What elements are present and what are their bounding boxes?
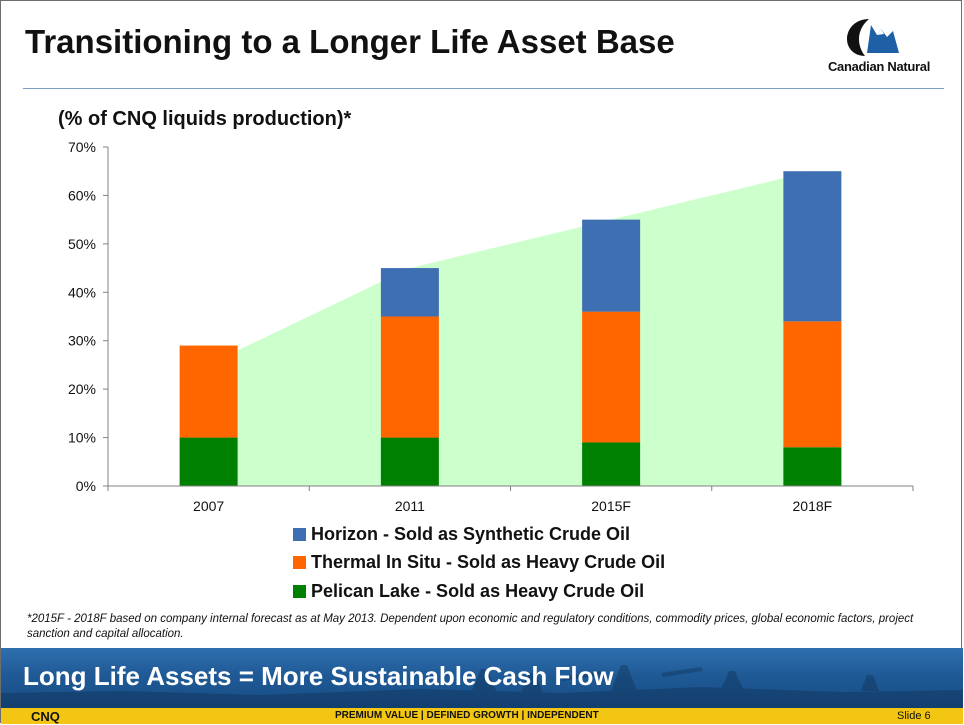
bar-segment bbox=[380, 437, 439, 486]
logo-icon bbox=[847, 19, 899, 56]
slide-number: Slide 6 bbox=[897, 710, 931, 722]
y-tick-label: 30% bbox=[68, 333, 96, 349]
y-tick-label: 70% bbox=[68, 139, 96, 155]
y-tick-label: 20% bbox=[68, 381, 96, 397]
legend-label: Thermal In Situ - Sold as Heavy Crude Oi… bbox=[311, 552, 666, 573]
growth-area bbox=[237, 171, 842, 486]
bar-segment bbox=[380, 316, 439, 438]
bar-segment bbox=[582, 311, 641, 443]
bar-segment bbox=[380, 268, 439, 317]
legend-item: Pelican Lake - Sold as Heavy Crude Oil bbox=[293, 577, 665, 606]
footer-ticker: CNQ bbox=[31, 709, 60, 724]
footnote: *2015F - 2018F based on company internal… bbox=[27, 613, 914, 640]
bar-segment bbox=[582, 442, 641, 486]
bar-segment bbox=[179, 437, 238, 486]
y-tick-label: 0% bbox=[76, 478, 96, 494]
legend-label: Pelican Lake - Sold as Heavy Crude Oil bbox=[311, 580, 645, 601]
chart-title: (% of CNQ liquids production)* bbox=[58, 108, 352, 130]
x-tick-label: 2015F bbox=[591, 498, 631, 514]
company-logo: Canadian Natural bbox=[811, 13, 951, 78]
logo-text: Canadian Natural bbox=[827, 59, 931, 74]
banner: Long Life Assets = More Sustainable Cash… bbox=[1, 648, 963, 708]
legend-item: Horizon - Sold as Synthetic Crude Oil bbox=[293, 520, 665, 549]
title-divider bbox=[23, 88, 944, 89]
legend-swatch bbox=[293, 556, 306, 570]
bar-segment bbox=[783, 321, 842, 448]
bar-segment bbox=[179, 345, 238, 438]
x-tick-label: 2007 bbox=[193, 498, 224, 514]
bar-segment bbox=[783, 447, 842, 486]
footer-tagline: PREMIUM VALUE | DEFINED GROWTH | INDEPEN… bbox=[335, 710, 599, 721]
x-tick-label: 2011 bbox=[395, 498, 425, 514]
banner-text: Long Life Assets = More Sustainable Cash… bbox=[23, 661, 614, 691]
chart-legend: Horizon - Sold as Synthetic Crude Oil The… bbox=[293, 520, 665, 606]
y-tick-label: 10% bbox=[68, 430, 96, 446]
y-tick-label: 50% bbox=[68, 236, 96, 252]
oilfield-silhouette bbox=[1, 665, 963, 708]
slide-title: Transitioning to a Longer Life Asset Bas… bbox=[25, 23, 675, 60]
legend-label: Horizon - Sold as Synthetic Crude Oil bbox=[311, 523, 631, 544]
footer-bar: CNQ PREMIUM VALUE | DEFINED GROWTH | IND… bbox=[1, 708, 963, 724]
bar-chart: 0% 10% 20% 30% 40% 50% 60% 70% 2007 2011 2015F 2018… bbox=[68, 139, 914, 514]
y-tick-label: 40% bbox=[68, 284, 96, 300]
x-tick-label: 2018F bbox=[793, 498, 833, 514]
bar-segment bbox=[582, 219, 641, 312]
legend-swatch bbox=[293, 584, 306, 598]
legend-swatch bbox=[293, 527, 306, 541]
y-tick-label: 60% bbox=[68, 187, 96, 203]
legend-item: Thermal In Situ - Sold as Heavy Crude Oi… bbox=[293, 549, 665, 578]
bar-segment bbox=[783, 171, 842, 322]
